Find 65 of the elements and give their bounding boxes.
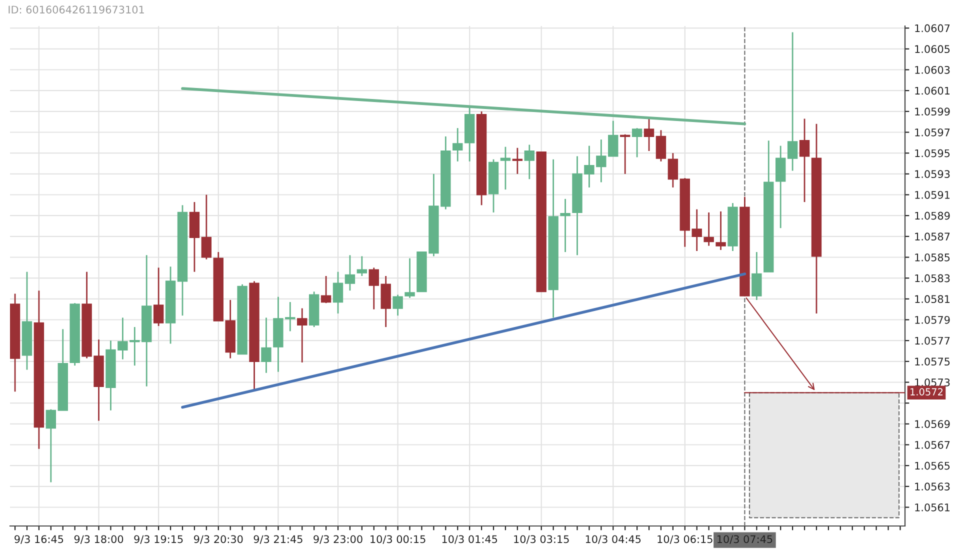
y-tick-label: 1.0577 bbox=[915, 336, 950, 345]
y-tick-label: 1.0567 bbox=[915, 440, 950, 449]
candlestick bbox=[512, 147, 523, 175]
x-tick-label: 10/3 07:45 bbox=[717, 535, 772, 544]
candlestick bbox=[356, 256, 368, 277]
candlestick bbox=[452, 127, 463, 162]
candlestick bbox=[332, 271, 344, 314]
candlestick bbox=[692, 208, 702, 252]
candlestick bbox=[500, 146, 511, 190]
y-tick-label: 1.0565 bbox=[915, 462, 950, 470]
candlestick bbox=[644, 118, 654, 152]
x-tick-label: 10/3 03:15 bbox=[514, 535, 569, 544]
candlestick bbox=[716, 210, 726, 251]
x-tick-label: 9/3 20:30 bbox=[194, 535, 243, 544]
y-tick-label: 1.0575 bbox=[915, 358, 950, 366]
y-tick-label: 1.0599 bbox=[915, 108, 950, 116]
candlestick bbox=[799, 118, 810, 203]
candlestick bbox=[201, 194, 212, 260]
y-tick-label: 1.0593 bbox=[915, 170, 950, 178]
text: ID: 601606426119673101 bbox=[8, 6, 144, 14]
candlestick bbox=[404, 258, 415, 299]
candlestick bbox=[560, 198, 570, 253]
candlestick bbox=[704, 212, 714, 246]
candlestick bbox=[392, 294, 403, 316]
candlestick bbox=[632, 127, 642, 158]
y-tick-label: 1.0583 bbox=[915, 274, 950, 282]
candlestick bbox=[344, 254, 356, 292]
y-tick-label: 1.0563 bbox=[915, 482, 950, 491]
y-tick-label: 1.0589 bbox=[915, 212, 950, 220]
candlestick bbox=[524, 144, 534, 180]
y-tick-label: 1.0595 bbox=[915, 149, 950, 158]
x-tick-label: 9/3 23:00 bbox=[314, 535, 362, 544]
x-tick-label: 10/3 00:15 bbox=[370, 535, 426, 544]
candlestick bbox=[752, 251, 762, 301]
y-tick-label: 1.0579 bbox=[915, 316, 950, 324]
y-tick-label: 1.0581 bbox=[915, 295, 950, 304]
candlestick bbox=[297, 308, 308, 364]
x-tick-label: 10/3 01:45 bbox=[442, 535, 498, 544]
x-tick-label: 10/3 04:45 bbox=[586, 535, 641, 544]
x-tick-label: 9/3 21:45 bbox=[254, 535, 302, 544]
y-tick-label: 1.0605 bbox=[915, 45, 950, 54]
x-tick-label: 10/3 06:15 bbox=[658, 535, 712, 544]
x-tick-label: 9/3 19:15 bbox=[134, 535, 183, 544]
candlestick bbox=[775, 145, 786, 229]
y-tick-label: 1.0561 bbox=[915, 503, 950, 512]
y-tick-label: 1.0603 bbox=[915, 66, 950, 74]
candlestick bbox=[620, 134, 630, 175]
x-tick-label: 9/3 18:00 bbox=[74, 535, 124, 544]
y-tick-label: 1.0591 bbox=[915, 190, 950, 199]
y-tick-label: 1.0587 bbox=[915, 232, 950, 241]
candlestick bbox=[787, 32, 798, 172]
y-tick-label: 1.0607 bbox=[915, 24, 950, 32]
candlestick bbox=[656, 129, 666, 162]
y-tick-label: 1.0601 bbox=[915, 86, 950, 95]
y-tick-label: 1.0569 bbox=[915, 420, 950, 428]
candlestick bbox=[668, 152, 678, 188]
y-tick-label: 1.0573 bbox=[915, 378, 950, 386]
ref-line-label: 1.0572 bbox=[910, 388, 943, 396]
candlestick bbox=[46, 408, 56, 483]
candlestick bbox=[320, 275, 332, 304]
x-tick-label: 9/3 16:45 bbox=[14, 535, 64, 544]
y-tick-label: 1.0597 bbox=[915, 128, 950, 136]
y-tick-label: 1.0585 bbox=[915, 253, 950, 262]
candlestick bbox=[153, 266, 164, 327]
candlestick bbox=[261, 316, 272, 374]
